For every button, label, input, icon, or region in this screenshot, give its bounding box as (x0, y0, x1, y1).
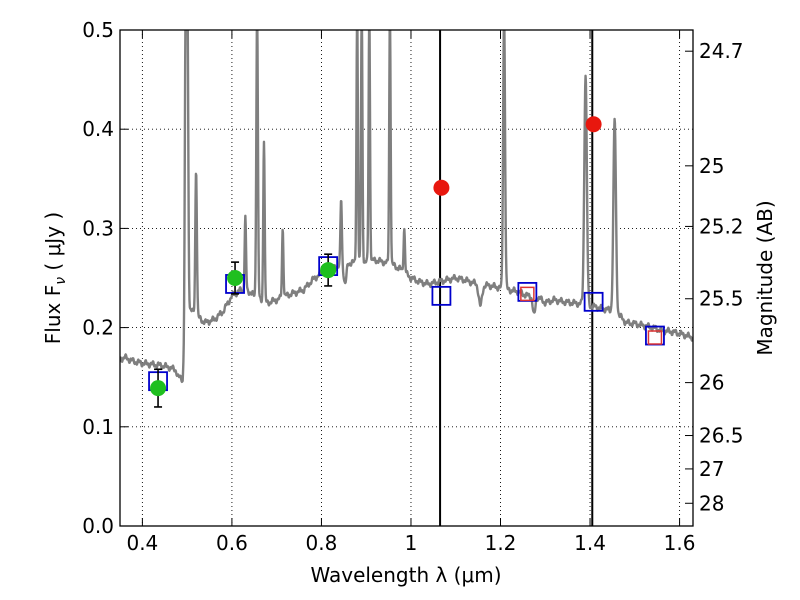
blue-square-marker (583, 291, 604, 312)
axis-ticks: 0.4 0.6 0.8 1 1.2 1.4 1.6 0.0 0.1 0.2 0.3 0.4 0.5 24.… (82, 18, 743, 555)
y-axis-label-main: Flux F (41, 285, 65, 344)
grid (120, 30, 693, 526)
x-tick-label: 0.4 (126, 531, 158, 555)
plot-frame (119, 29, 694, 527)
red-point (585, 116, 602, 133)
green-point (320, 262, 337, 279)
y-axis-label: Flux Fν ( μJy ) (41, 212, 69, 344)
x-axis-label: Wavelength λ (μm) (310, 563, 501, 587)
x-tick-label: 0.8 (306, 531, 338, 555)
x-tick-label: 1.4 (574, 531, 606, 555)
green-point (227, 270, 244, 286)
svg-text:Flux Fν ( μJy ): Flux Fν ( μJy ) (41, 212, 69, 344)
green-point (150, 380, 167, 397)
right-tick-label: 26 (699, 371, 724, 395)
data-markers (148, 116, 665, 408)
y-axis-label-sub: ν (53, 277, 69, 285)
red-square-marker (520, 286, 535, 302)
right-tick-label: 25 (699, 154, 724, 178)
vertical-lines (439, 30, 594, 526)
right-axis-label: Magnitude (AB) (753, 200, 777, 355)
x-tick-label: 1 (405, 531, 418, 555)
right-tick-label: 27 (699, 457, 724, 481)
x-tick-label: 0.6 (216, 531, 248, 555)
y-tick-label: 0.0 (82, 514, 114, 538)
model-spectrum-line (120, 30, 693, 384)
red-point (433, 179, 450, 196)
blue-square-marker (431, 285, 452, 306)
right-tick-label: 28 (699, 491, 724, 515)
x-tick-label: 1.6 (664, 531, 696, 555)
right-tick-label: 24.7 (699, 39, 744, 63)
y-tick-label: 0.2 (82, 316, 114, 340)
right-tick-label: 25.5 (699, 287, 744, 311)
y-tick-label: 0.1 (82, 415, 114, 439)
y-axis-label-unit: ( μJy ) (41, 212, 65, 271)
y-tick-label: 0.5 (82, 18, 114, 42)
y-tick-label: 0.3 (82, 216, 114, 240)
right-tick-label: 26.5 (699, 424, 744, 448)
y-tick-label: 0.4 (82, 117, 114, 141)
x-tick-label: 1.2 (485, 531, 517, 555)
right-tick-label: 25.2 (699, 214, 744, 238)
red-square-marker (647, 330, 663, 345)
